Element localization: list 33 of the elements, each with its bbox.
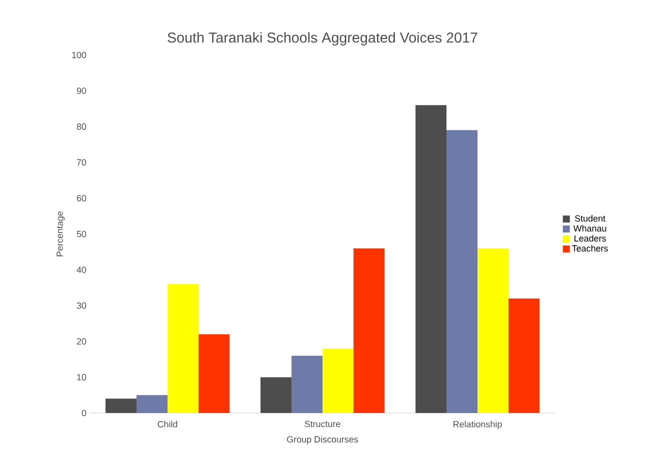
bar [198,334,230,413]
legend-label: Teachers [572,244,608,252]
bar [354,248,385,413]
bar [260,377,292,413]
chart-title: South Taranaki Schools Aggregated Voices 2017 [168,32,478,46]
bar [322,348,354,413]
y-tick-label: 80 [76,123,86,130]
bar [416,105,447,413]
y-tick-label: 0 [82,410,86,416]
y-tick-label: 30 [76,302,86,309]
legend-label: Whanau [573,225,606,232]
y-tick-label: 50 [76,230,86,238]
x-tick-label: Structure [304,420,340,428]
x-axis-title: Group Discourses [287,436,358,444]
y-tick-label: 70 [76,159,86,166]
y-tick-label: 10 [77,374,86,380]
bar [478,248,509,413]
bar [292,356,323,413]
bar [168,284,198,413]
legend-label: Leaders [574,234,606,242]
bar [508,298,540,413]
x-tick-label: Relationship [454,420,502,430]
y-tick-label: 90 [76,88,86,94]
legend-label: Student [574,215,606,222]
y-tick-label: 20 [76,338,86,345]
bar [446,130,478,413]
x-tick-label: Child [158,420,178,428]
bar [136,395,168,413]
bar [106,398,136,413]
y-axis-title: Percentage [56,211,65,256]
y-tick-label: 40 [76,266,86,273]
y-tick-label: 100 [72,52,86,58]
y-tick-label: 60 [76,195,86,202]
